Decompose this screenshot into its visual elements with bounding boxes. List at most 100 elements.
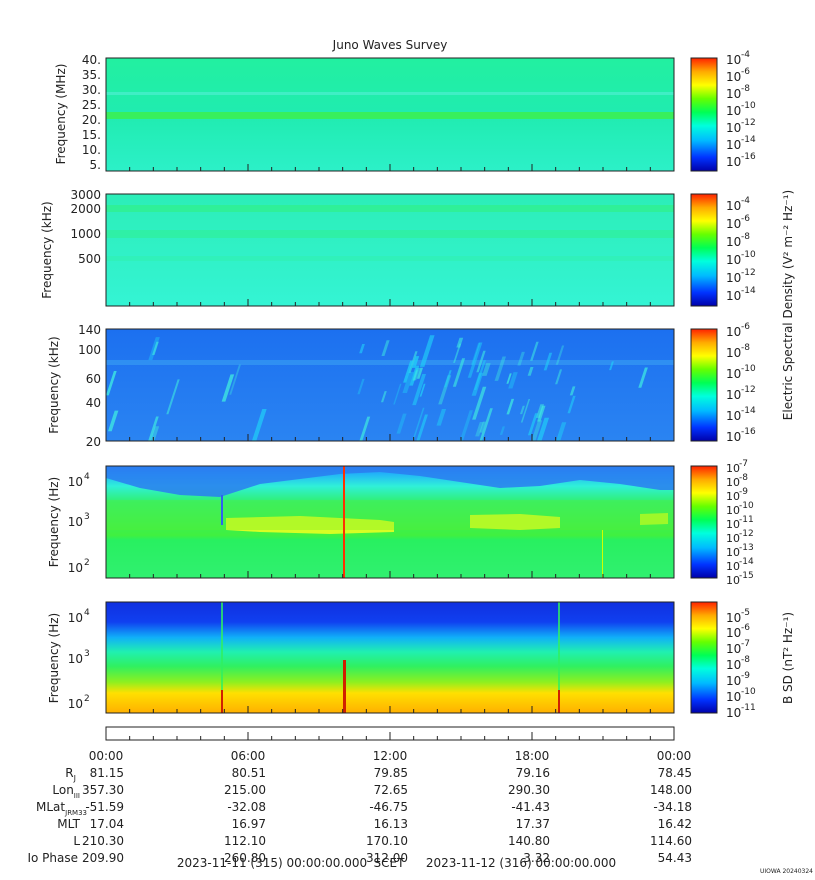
panel-4-spike-line <box>602 530 603 578</box>
ephemeris-value: 16.13 <box>374 817 408 831</box>
cbar-tick: 10 -4 <box>726 50 750 67</box>
panel-3-cbar-exponent: -14 <box>741 406 756 416</box>
svg-text:10: 10 <box>726 706 741 720</box>
svg-text:10: 10 <box>726 532 740 545</box>
ephemeris-value: 17.04 <box>90 817 124 831</box>
time-label: 06:00 <box>231 749 266 763</box>
emission-streak <box>411 356 420 368</box>
cbar-tick: 10 -10 <box>726 101 756 118</box>
ephemeris-value: 16.42 <box>658 817 692 831</box>
emission-streak <box>419 383 426 397</box>
row-label: R <box>65 766 73 780</box>
svg-text:10: 10 <box>726 388 741 402</box>
ephemeris-row-rj: RJ 81.15 80.51 79.85 79.16 78.45 <box>65 766 692 783</box>
svg-text:MLatJRM33: MLatJRM33 <box>36 800 87 817</box>
emission-streak <box>444 370 452 388</box>
ephemeris-value: 210.30 <box>82 834 124 848</box>
panel-3-band-feature <box>106 360 674 365</box>
panel-5-ytick-exponent: 4 <box>84 608 90 618</box>
panel-4-ytick-exponent: 2 <box>84 558 90 568</box>
emission-streak <box>555 369 563 385</box>
svg-text:10: 10 <box>726 104 741 118</box>
panel-1-cbar-exponent: -8 <box>741 84 750 94</box>
ephemeris-value: 215.00 <box>224 783 266 797</box>
row-label-sub: JRM33 <box>64 809 87 817</box>
panel-1-ytick: 10. <box>82 143 101 157</box>
svg-text:10: 10 <box>726 53 741 67</box>
panel-1: 40. 35. 30. 25. 20. 15. 10. 5. Frequency… <box>54 50 756 172</box>
footer: 2023-11-11 (315) 00:00:00.000 SCET 2023-… <box>177 856 813 875</box>
time-label: 12:00 <box>373 749 408 763</box>
panel-1-ytick: 35. <box>82 68 101 82</box>
ephemeris-value: 112.10 <box>224 834 266 848</box>
panel-5-spike-line <box>558 602 560 713</box>
panel-2-yticks: 3000 2000 1000 500 <box>70 188 101 266</box>
cbar-tick: 10 -7 <box>726 459 748 475</box>
panel-1-ytick: 5. <box>90 158 101 172</box>
panel-2-ytick: 3000 <box>70 188 101 202</box>
emission-streak <box>535 404 545 418</box>
ephemeris-value: 209.90 <box>82 851 124 865</box>
emission-streak <box>359 416 371 442</box>
svg-text:10: 10 <box>726 490 740 503</box>
panel-3-ytick: 60 <box>86 372 101 386</box>
svg-text:10: 10 <box>726 642 741 656</box>
panel-5-cbar-exponent: -10 <box>741 687 756 697</box>
emission-streak <box>456 337 464 348</box>
cbar-tick: 10 -14 <box>726 406 756 423</box>
emission-streak <box>105 371 117 396</box>
ephemeris-row-io-phase: Io Phase 209.90 260.80 312.00 3.32 54.43 <box>27 851 692 865</box>
panel-3-colorbar <box>690 328 718 442</box>
panel-1-colorbar-ticks: 10 -4 10 -6 10 -8 10 -10 10 -12 10 -14 10 -16 <box>726 50 756 169</box>
panel-3-cbar-exponent: -12 <box>741 385 756 395</box>
svg-text:10: 10 <box>68 652 83 666</box>
cbar-tick: 10 -10 <box>726 250 756 267</box>
emission-streak <box>479 421 486 433</box>
svg-text:10: 10 <box>726 217 741 231</box>
panel-2-cbar-exponent: -14 <box>741 286 756 296</box>
emission-streak <box>499 426 506 435</box>
svg-text:10: 10 <box>726 462 740 475</box>
panel-5-spectrogram <box>106 602 674 713</box>
panel-3-ylabel: Frequency (kHz) <box>47 336 61 433</box>
cbar-tick: 10 -8 <box>726 343 750 360</box>
emission-streak <box>419 335 435 367</box>
emission-streak <box>412 370 419 381</box>
panel-4-band-feature <box>106 500 674 530</box>
ephemeris-value: -51.59 <box>85 800 124 814</box>
cbar-tick: 10 -6 <box>726 67 750 84</box>
panel-1-yticks: 40. 35. 30. 25. 20. 15. 10. 5. <box>82 53 101 172</box>
panel-1-cbar-exponent: -6 <box>741 67 750 77</box>
panel-4-cbar-exponent: -12 <box>739 529 754 539</box>
svg-text:10: 10 <box>726 409 741 423</box>
svg-text:10: 10 <box>68 475 83 489</box>
ephemeris-value: -34.18 <box>653 800 692 814</box>
emission-streak <box>467 342 483 378</box>
panel-3-emission-features <box>105 335 648 442</box>
emission-streak <box>396 413 407 434</box>
emission-streak <box>459 410 474 442</box>
watermark: UIOWA 20240324 <box>760 868 813 875</box>
panel-5-spike-line <box>343 660 346 713</box>
cbar-tick: 10 -9 <box>726 487 748 503</box>
panel-4-cbar-exponent: -11 <box>739 515 754 525</box>
panel-4-cbar-exponent: -13 <box>739 543 754 553</box>
emission-streak <box>506 373 512 384</box>
row-label: MLat <box>36 800 65 814</box>
emission-streak <box>416 367 423 379</box>
emission-streak <box>479 408 493 442</box>
ephemeris-row-mlat: MLatJRM33 -51.59 -32.08 -46.75 -41.43 -3… <box>36 800 692 817</box>
panel-5-cbar-exponent: -5 <box>741 608 750 618</box>
svg-text:10: 10 <box>726 690 741 704</box>
panel-5-yticks: 10 4 10 3 10 2 <box>68 608 90 711</box>
emission-streak <box>357 378 365 395</box>
emission-streak <box>472 386 487 420</box>
cbar-tick: 10 -11 <box>726 703 756 720</box>
footer-scet: SCET <box>374 856 406 870</box>
emission-streak <box>393 383 402 405</box>
emission-streak <box>152 341 159 355</box>
panel-2-band-feature <box>106 230 674 238</box>
svg-text:10: 10 <box>726 546 740 559</box>
panel-5-spike-line <box>221 602 223 713</box>
